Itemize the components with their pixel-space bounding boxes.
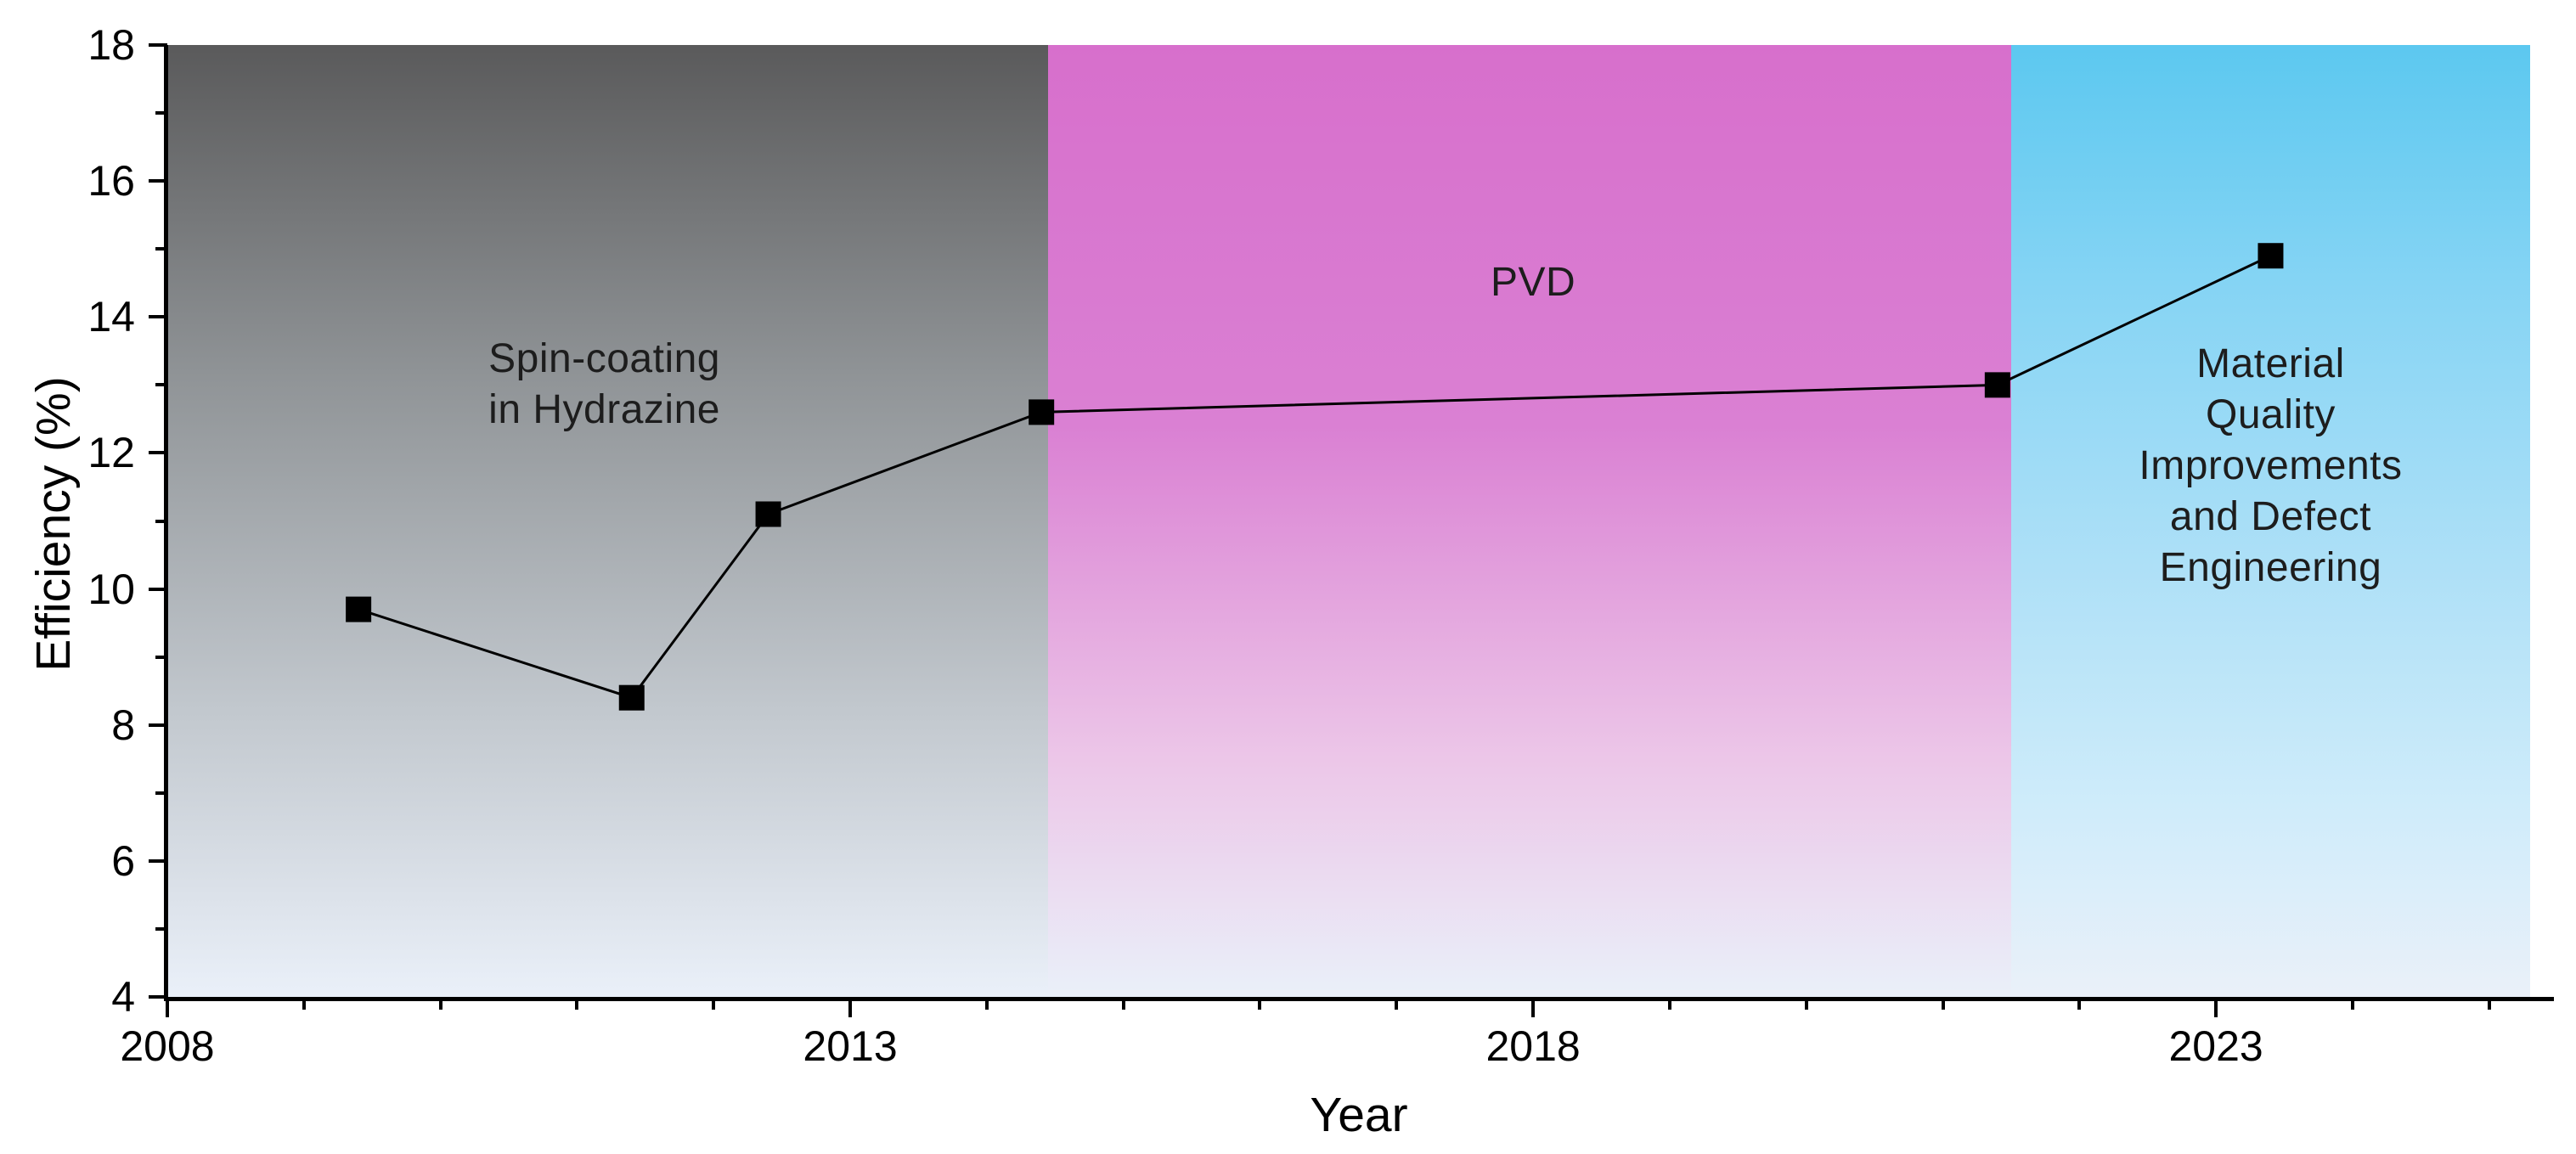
y-tick-label: 4 xyxy=(111,973,135,1021)
data-point-marker xyxy=(2258,243,2284,269)
series-svg xyxy=(346,243,2284,711)
y-minor-tick xyxy=(155,383,167,387)
y-tick-label: 10 xyxy=(87,565,135,613)
y-major-tick xyxy=(149,995,167,999)
data-point-marker xyxy=(1984,372,2010,398)
y-major-tick xyxy=(149,179,167,183)
y-axis-title: Efficiency (%) xyxy=(26,376,81,672)
x-minor-tick xyxy=(984,997,989,1010)
y-tick-label: 16 xyxy=(87,157,135,205)
data-point-marker xyxy=(1029,399,1055,425)
data-point-marker xyxy=(755,501,781,527)
y-major-tick xyxy=(149,43,167,47)
x-minor-tick xyxy=(438,997,442,1010)
y-major-tick xyxy=(149,723,167,727)
y-minor-tick xyxy=(155,655,167,659)
x-minor-tick xyxy=(2077,997,2082,1010)
x-minor-tick xyxy=(2487,997,2491,1010)
data-point-marker xyxy=(346,596,372,622)
y-tick-label: 14 xyxy=(87,293,135,341)
region-label: Spin-coating in Hydrazine xyxy=(488,336,720,433)
x-minor-tick xyxy=(302,997,306,1010)
x-tick-label: 2023 xyxy=(2168,1022,2263,1070)
x-tick-label: 2018 xyxy=(1485,1022,1581,1070)
y-major-tick xyxy=(149,315,167,319)
x-axis-spine xyxy=(164,997,2554,1001)
region-label: PVD xyxy=(1490,260,1576,306)
x-minor-tick xyxy=(1258,997,1262,1010)
y-major-tick xyxy=(149,451,167,455)
y-minor-tick xyxy=(155,519,167,523)
x-tick-label: 2013 xyxy=(803,1022,898,1070)
x-minor-tick xyxy=(1804,997,1808,1010)
y-tick-label: 12 xyxy=(87,429,135,477)
y-minor-tick xyxy=(155,926,167,931)
x-major-tick xyxy=(848,997,853,1017)
x-minor-tick xyxy=(1395,997,1399,1010)
y-major-tick xyxy=(149,858,167,863)
x-minor-tick xyxy=(575,997,579,1010)
x-minor-tick xyxy=(712,997,716,1010)
x-minor-tick xyxy=(1941,997,1945,1010)
x-major-tick xyxy=(166,997,169,1017)
y-minor-tick xyxy=(155,247,167,251)
y-tick-label: 6 xyxy=(111,836,135,885)
x-tick-label: 2008 xyxy=(120,1022,215,1070)
y-major-tick xyxy=(149,587,167,591)
y-tick-label: 8 xyxy=(111,701,135,749)
region-band xyxy=(167,45,1049,997)
region-band xyxy=(1048,45,2011,997)
plot-area: Spin-coating in Hydrazine PVD Material Qua… xyxy=(87,21,2554,1070)
series-line xyxy=(358,254,2272,700)
x-major-tick xyxy=(1531,997,1536,1017)
x-major-tick xyxy=(2214,997,2218,1017)
region-band xyxy=(2010,45,2530,997)
y-minor-tick xyxy=(155,111,167,115)
y-minor-tick xyxy=(155,791,167,795)
x-minor-tick xyxy=(2350,997,2354,1010)
x-axis-title: Year xyxy=(1310,1088,1408,1142)
region-label: Material Quality Improvements and Defect… xyxy=(2139,341,2403,591)
x-minor-tick xyxy=(1667,997,1671,1010)
data-point-marker xyxy=(618,684,645,711)
y-tick-label: 18 xyxy=(87,21,135,69)
x-minor-tick xyxy=(1121,997,1125,1010)
